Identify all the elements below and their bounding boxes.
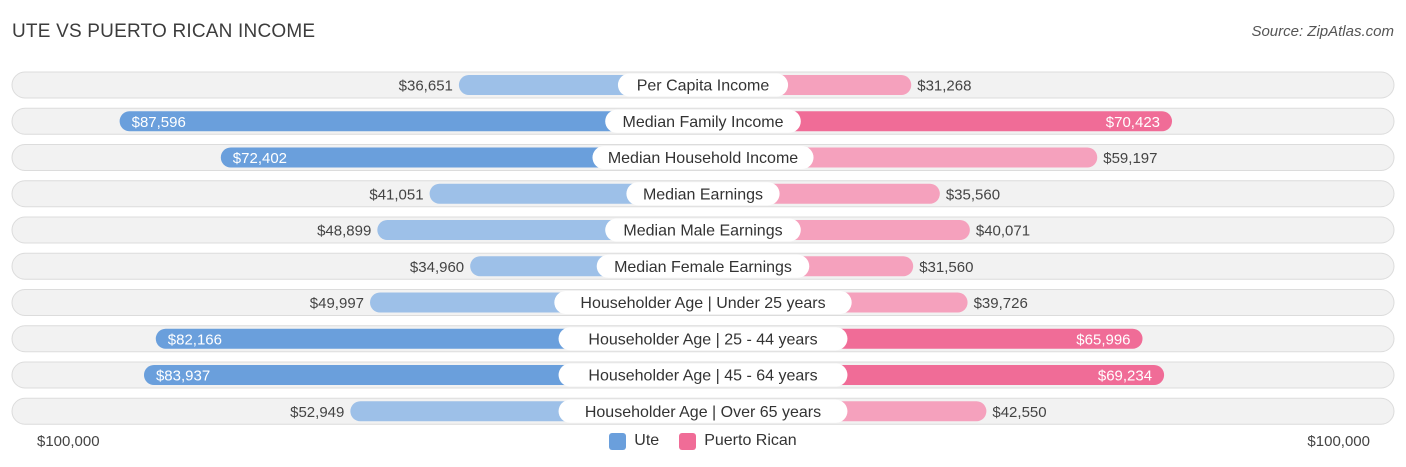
chart-row: $87,596 $70,423 Median Family Income: [11, 107, 1395, 135]
legend-item-ute[interactable]: Ute: [609, 432, 659, 450]
chart-row: $36,651 $31,268 Per Capita Income: [11, 71, 1395, 99]
category-label: Median Family Income: [623, 114, 784, 131]
category-pill: [596, 254, 810, 278]
category-label: Householder Age | Over 65 years: [585, 404, 821, 421]
diverging-bar-chart: $36,651 $31,268 Per Capita Income $87,596 $7…: [11, 71, 1395, 425]
value-label-puerto-rican: $59,197: [1103, 150, 1157, 167]
category-label: Per Capita Income: [637, 78, 770, 95]
legend: Ute Puerto Rican: [0, 432, 1406, 450]
axis-label-left: $100,000: [37, 433, 100, 450]
legend-swatch-ute: [609, 432, 627, 450]
value-label-ute: $52,949: [290, 404, 344, 421]
value-label-ute: $87,596: [132, 114, 186, 131]
chart-row: $72,402 $59,197 Median Household Income: [11, 144, 1395, 171]
chart-title: UTE VS PUERTO RICAN INCOME: [12, 21, 316, 42]
category-pill: [558, 399, 848, 423]
value-label-puerto-rican: $31,560: [919, 259, 973, 276]
value-label-ute: $83,937: [156, 368, 210, 385]
chart-row: $49,997 $39,726 Householder Age | Under 25…: [11, 289, 1395, 316]
chart-row: $41,051 $35,560 Median Earnings: [11, 180, 1395, 208]
category-pill: [626, 182, 780, 206]
value-label-puerto-rican: $70,423: [1106, 114, 1160, 131]
value-label-puerto-rican: $40,071: [976, 223, 1030, 240]
value-label-ute: $41,051: [369, 186, 423, 203]
category-pill: [592, 146, 814, 169]
chart-row: $82,166 $65,996 Householder Age | 25 - 44 …: [11, 325, 1395, 353]
category-pill: [558, 327, 848, 351]
value-label-ute: $48,899: [317, 223, 371, 240]
chart-row: $34,960 $31,560 Median Female Earnings: [11, 252, 1395, 280]
category-pill: [605, 109, 801, 133]
legend-item-puerto-rican[interactable]: Puerto Rican: [679, 432, 797, 450]
category-pill: [554, 291, 852, 314]
category-label: Householder Age | Under 25 years: [580, 295, 825, 312]
value-label-puerto-rican: $31,268: [917, 78, 971, 95]
legend-label-ute: Ute: [634, 432, 660, 449]
value-label-ute: $34,960: [410, 259, 464, 276]
source-note: Source: ZipAtlas.com: [1251, 23, 1394, 40]
bar-puerto-rican: [703, 111, 1173, 132]
value-label-puerto-rican: $42,550: [992, 404, 1046, 421]
value-label-ute: $72,402: [233, 150, 287, 167]
value-label-puerto-rican: $69,234: [1098, 368, 1152, 385]
value-label-ute: $49,997: [310, 295, 364, 312]
category-label: Householder Age | 45 - 64 years: [588, 368, 817, 385]
legend-swatch-puerto-rican: [679, 432, 697, 450]
category-pill: [617, 73, 789, 97]
category-pill: [605, 218, 801, 242]
category-label: Median Female Earnings: [614, 259, 792, 276]
legend-label-puerto-rican: Puerto Rican: [704, 432, 797, 449]
chart-row: $52,949 $42,550 Householder Age | Over 65 …: [11, 397, 1395, 425]
chart-row: $48,899 $40,071 Median Male Earnings: [11, 216, 1395, 244]
bar-ute: [119, 111, 703, 132]
value-label-puerto-rican: $65,996: [1076, 331, 1130, 348]
bar-ute: [220, 147, 703, 168]
value-label-puerto-rican: $39,726: [974, 295, 1028, 312]
category-label: Median Earnings: [643, 186, 763, 203]
value-label-puerto-rican: $35,560: [946, 186, 1000, 203]
category-label: Median Male Earnings: [623, 223, 782, 240]
category-label: Median Household Income: [608, 150, 798, 167]
category-pill: [558, 363, 848, 387]
axis-label-right: $100,000: [1307, 433, 1370, 450]
value-label-ute: $36,651: [399, 78, 453, 95]
category-label: Householder Age | 25 - 44 years: [588, 331, 817, 348]
chart-row: $83,937 $69,234 Householder Age | 45 - 64 …: [11, 361, 1395, 389]
value-label-ute: $82,166: [168, 331, 222, 348]
